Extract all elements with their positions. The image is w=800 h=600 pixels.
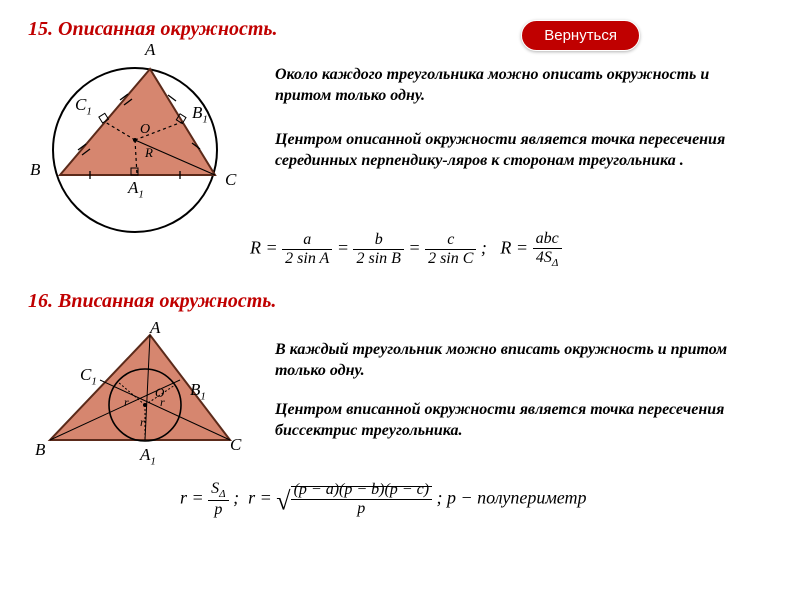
section-16-heading: 16. Вписанная окружность.	[28, 290, 276, 313]
vertex-c-2: C	[230, 435, 241, 455]
para2-tail: к сторонам треугольника .	[487, 152, 683, 169]
section-15-para-1: Около каждого треугольника можно описать…	[275, 65, 755, 107]
inradius-formula: r = SΔp ; r = √(p − a)(p − b)(p − c)p ; …	[180, 480, 587, 519]
return-button[interactable]: Вернуться	[521, 20, 640, 51]
section-16-para-1: В каждый треугольник можно вписать окруж…	[275, 340, 755, 382]
radius-r-2: r	[160, 395, 165, 410]
vertex-c1-2: C1	[80, 365, 97, 387]
section-15-heading: 15. Описанная окружность.	[28, 18, 278, 41]
circumradius-formula: R = a2 sin A = b2 sin B = c2 sin C ; R =…	[250, 230, 562, 269]
center-o: O	[140, 122, 150, 138]
para2-bold: серединных перпендику-ляров	[275, 152, 487, 169]
para2b-tail: треугольника.	[357, 422, 462, 439]
radius-r-3: r	[140, 415, 145, 430]
vertex-a1: A1	[128, 178, 144, 200]
radius-r-cap: R	[145, 145, 153, 161]
vertex-b: B	[30, 160, 40, 180]
radius-r-1: r	[124, 395, 129, 410]
circumscribed-diagram	[20, 45, 250, 245]
vertex-c1: C1	[75, 95, 92, 117]
vertex-b1-2: B1	[190, 380, 206, 402]
para2-lead: Центром описанной окружности является то…	[275, 131, 725, 148]
vertex-b1: B1	[192, 103, 208, 125]
vertex-a1-2: A1	[140, 445, 156, 467]
section-15-para-2: Центром описанной окружности является то…	[275, 130, 770, 172]
para2b-bold: биссектрис	[275, 422, 357, 439]
vertex-a-2: A	[150, 318, 160, 338]
vertex-b-2: B	[35, 440, 45, 460]
para2b-lead: Центром вписанной окружности является то…	[275, 401, 724, 418]
vertex-c: C	[225, 170, 236, 190]
section-16-para-2: Центром вписанной окружности является то…	[275, 400, 775, 442]
vertex-a: A	[145, 40, 155, 60]
